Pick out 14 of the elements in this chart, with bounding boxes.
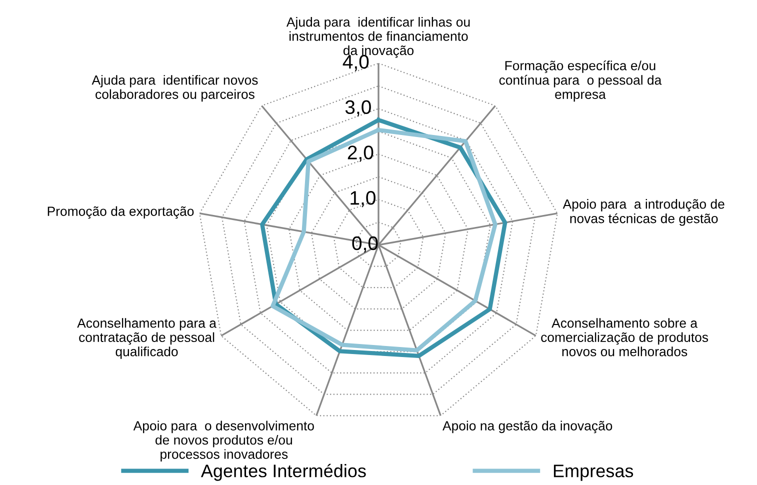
spoke-label: Ajuda para identificar novos colaboradores ou parceiros — [92, 75, 258, 102]
spoke-label: Apoio para a introdução de novas técnicas de gestão — [562, 199, 724, 226]
legend-label: Agentes Intermédios — [200, 464, 366, 481]
spoke-label: Formação específica e/ou contínua para o pessoal da empresa — [499, 60, 662, 102]
y-tick-label: 2,0 — [348, 146, 374, 162]
y-tick-label: 0,0 — [352, 236, 378, 252]
spoke-label: Apoio na gestão da inovação — [442, 420, 612, 434]
y-tick-label: 3,0 — [345, 100, 371, 116]
spoke-label: Promoção da exportação — [48, 206, 194, 219]
legend-label: Empresas — [554, 464, 634, 481]
spoke-label: Aconselhamento para a contratação de pessoal qualificado — [77, 318, 216, 359]
spoke-label: Apoio para o desenvolvimento de novos produtos e/ou processos inovadores — [133, 420, 314, 462]
y-tick-label: 1,0 — [350, 191, 376, 208]
spoke-label: Aconselhamento sobre a comercialização de produtos novos ou melhorados — [541, 318, 708, 356]
